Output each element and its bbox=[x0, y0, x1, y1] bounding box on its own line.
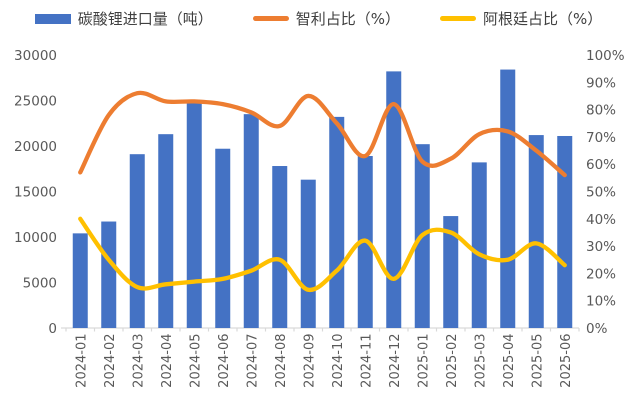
import-bar-2024-06 bbox=[215, 148, 231, 328]
x-axis-label: 2025-06 bbox=[559, 334, 574, 388]
x-axis-label: 2024-11 bbox=[359, 334, 374, 388]
right-axis-tick-label: 40% bbox=[586, 212, 616, 228]
chile-line bbox=[78, 90, 567, 178]
argentina-line bbox=[78, 216, 567, 292]
import-bar-2024-02 bbox=[101, 221, 117, 328]
x-axis-label: 2024-09 bbox=[302, 334, 317, 388]
left-axis-tick-label: 30000 bbox=[14, 48, 57, 64]
right-axis-tick-label: 50% bbox=[586, 185, 616, 201]
legend-label-chile: 智利占比（%） bbox=[295, 10, 400, 28]
import-bar-2024-07 bbox=[243, 114, 259, 329]
left-axis-tick-label: 15000 bbox=[14, 185, 57, 201]
right-axis-tick-label: 80% bbox=[586, 103, 616, 119]
legend: 碳酸锂进口量（吨） 智利占比（%） 阿根廷占比（%） bbox=[0, 8, 637, 29]
import-bar-2024-03 bbox=[129, 154, 145, 328]
left-axis-tick-label: 5000 bbox=[23, 276, 57, 292]
right-axis-tick-label: 0% bbox=[586, 321, 608, 337]
import-bar-2025-04 bbox=[500, 69, 516, 328]
import-bar-2025-02 bbox=[443, 216, 459, 328]
x-axis-label: 2024-07 bbox=[245, 334, 260, 388]
x-axis-label: 2025-02 bbox=[445, 334, 460, 388]
x-axis-label: 2025-01 bbox=[416, 334, 431, 388]
x-axis-label: 2024-02 bbox=[103, 334, 118, 388]
x-axis-label: 2024-12 bbox=[388, 334, 403, 388]
import-bar-2024-01 bbox=[72, 233, 88, 328]
x-axis-label: 2024-01 bbox=[74, 334, 89, 388]
left-axis-tick-label: 25000 bbox=[14, 94, 57, 110]
right-axis-tick-label: 60% bbox=[586, 157, 616, 173]
legend-label-imports: 碳酸锂进口量（吨） bbox=[77, 10, 213, 28]
imports-bar-swatch-icon bbox=[34, 13, 71, 24]
x-axis-label: 2024-04 bbox=[160, 334, 175, 388]
import-bar-2024-10 bbox=[329, 116, 345, 328]
import-bar-2024-12 bbox=[386, 71, 402, 328]
x-axis-label: 2024-08 bbox=[274, 334, 289, 388]
left-axis-tick-label: 10000 bbox=[14, 230, 57, 246]
argentina-line-swatch-icon bbox=[440, 16, 476, 21]
x-axis-label: 2024-10 bbox=[331, 334, 346, 388]
x-axis-label: 2024-05 bbox=[188, 334, 203, 388]
legend-item-chile: 智利占比（%） bbox=[252, 8, 400, 29]
x-axis-label: 2025-05 bbox=[530, 334, 545, 388]
legend-item-argentina: 阿根廷占比（%） bbox=[440, 8, 602, 29]
legend-label-argentina: 阿根廷占比（%） bbox=[483, 10, 603, 28]
import-bar-2024-09 bbox=[300, 179, 316, 328]
right-axis-tick-label: 30% bbox=[586, 239, 616, 255]
x-axis-label: 2025-04 bbox=[502, 334, 517, 388]
chile-line-swatch-icon bbox=[252, 16, 289, 21]
right-axis-tick-label: 70% bbox=[586, 130, 616, 146]
import-bar-2024-05 bbox=[186, 103, 202, 328]
x-axis-label: 2025-03 bbox=[473, 334, 488, 388]
import-bar-2024-08 bbox=[272, 166, 288, 328]
import-bar-2024-04 bbox=[158, 134, 174, 328]
left-axis-tick-label: 20000 bbox=[14, 139, 57, 155]
import-bar-2025-05 bbox=[528, 135, 544, 328]
right-axis-tick-label: 90% bbox=[586, 75, 616, 91]
legend-item-imports: 碳酸锂进口量（吨） bbox=[34, 8, 213, 29]
x-axis-label: 2024-06 bbox=[217, 334, 232, 388]
x-axis-label: 2024-03 bbox=[131, 334, 146, 388]
import-bar-2025-06 bbox=[557, 135, 573, 328]
right-axis-tick-label: 20% bbox=[586, 266, 616, 282]
right-axis-tick-label: 100% bbox=[586, 48, 625, 64]
left-axis-tick-label: 0 bbox=[48, 321, 57, 337]
right-axis-tick-label: 10% bbox=[586, 294, 616, 310]
import-bar-2025-03 bbox=[471, 162, 487, 328]
